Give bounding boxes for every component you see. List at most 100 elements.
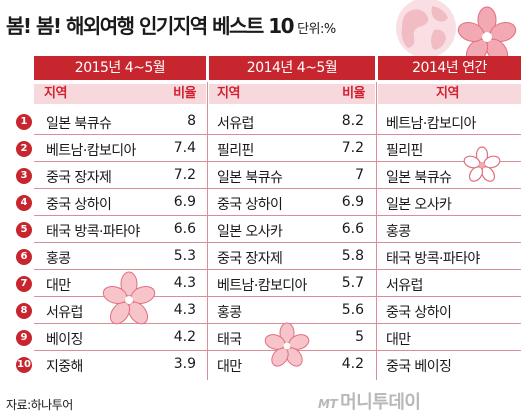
region-2014: 필리핀 (217, 143, 254, 159)
rank-badge: 3 (16, 168, 32, 184)
region-2015: 대만 (46, 278, 71, 294)
ratio-2015: 4.3 (173, 275, 196, 291)
table-row: 1 일본 북큐슈 8 서유럽 8.2 베트남·캄보디아 (0, 108, 521, 136)
ratio-2014: 6.6 (341, 221, 364, 237)
region-2014: 일본 오사카 (217, 224, 283, 240)
table-row: 2 베트남·캄보디아 7.4 필리핀 7.2 필리핀 (0, 135, 521, 163)
brand-watermark: MT 머니투데이 (318, 388, 421, 414)
table-row: 9 베이징 4.2 태국 5 대만 (0, 324, 521, 352)
region-2015: 지중해 (46, 359, 83, 375)
region-2014: 중국 상하이 (217, 197, 283, 213)
rank-badge: 6 (16, 249, 32, 265)
region-2015: 중국 장자제 (46, 170, 112, 186)
rank-badge: 8 (16, 303, 32, 319)
ratio-2014: 4.2 (341, 356, 364, 372)
row-divider (34, 134, 521, 135)
column-divider (207, 82, 208, 380)
ratio-2014: 7.2 (341, 140, 364, 156)
column-divider (376, 82, 377, 380)
row-divider (34, 242, 521, 243)
page-title: 봄! 봄! 해외여행 인기지역 베스트 10 단위:% (6, 10, 336, 39)
ratio-2014: 5.8 (341, 248, 364, 264)
row-divider (34, 323, 521, 324)
region-annual: 태국 방콕·파타야 (386, 251, 480, 267)
region-2014: 태국 (217, 332, 242, 348)
row-divider (34, 215, 521, 216)
region-2015: 베이징 (46, 332, 83, 348)
region-2014: 홍콩 (217, 305, 242, 321)
region-2014: 베트남·캄보디아 (217, 278, 307, 294)
region-annual: 중국 상하이 (386, 305, 452, 321)
region-annual: 홍콩 (386, 224, 411, 240)
title-bar: 봄! 봄! 해외여행 인기지역 베스트 10 단위:% (0, 0, 521, 58)
region-annual: 서유럽 (386, 278, 423, 294)
unit-label: 단위:% (297, 22, 336, 37)
header-2014-apr-may: 2014년 4~5월 (209, 56, 375, 80)
table-row: 4 중국 상하이 6.9 중국 상하이 6.9 일본 오사카 (0, 189, 521, 217)
region-2015: 홍콩 (46, 251, 71, 267)
subheader-2014: 지역 비율 (209, 84, 375, 104)
subheader-region: 지역 (217, 86, 240, 101)
ranking-table: 2015년 4~5월 2014년 4~5월 2014년 연간 지역 비율 지역 … (0, 56, 521, 380)
region-2015: 태국 방콕·파타야 (46, 224, 140, 240)
region-2015: 베트남·캄보디아 (46, 143, 136, 159)
ratio-2014: 7 (355, 167, 364, 183)
ratio-2014: 5.7 (341, 275, 364, 291)
region-annual: 대만 (386, 332, 411, 348)
table-row: 5 태국 방콕·파타야 6.6 일본 오사카 6.6 홍콩 (0, 216, 521, 244)
ratio-2015: 6.6 (173, 221, 196, 237)
ratio-2015: 6.9 (173, 194, 196, 210)
globe-icon (396, 0, 456, 58)
cherry-blossom-icon (102, 271, 156, 325)
subheader-region: 지역 (44, 86, 67, 101)
subheader-2015: 지역 비율 (34, 84, 206, 104)
cherry-blossom-icon (264, 322, 310, 367)
ratio-2015: 8 (187, 113, 196, 129)
rank-badge: 5 (16, 222, 32, 238)
region-2014: 일본 북큐슈 (217, 170, 283, 186)
ratio-2015: 3.9 (173, 356, 196, 372)
subheader-region: 지역 (436, 86, 459, 101)
title-text: 봄! 봄! 해외여행 인기지역 베스트 10 (6, 14, 295, 38)
region-annual: 베트남·캄보디아 (386, 116, 476, 132)
row-divider (34, 161, 521, 162)
region-2015: 중국 상하이 (46, 197, 112, 213)
region-2014: 중국 장자제 (217, 251, 283, 267)
row-divider (34, 296, 521, 297)
subheader-ratio: 비율 (342, 86, 365, 101)
ratio-2015: 4.2 (173, 329, 196, 345)
table-row: 3 중국 장자제 7.2 일본 북큐슈 7 일본 북큐슈 (0, 162, 521, 190)
region-2014: 대만 (217, 359, 242, 375)
subheader-annual: 지역 (378, 84, 521, 104)
header-2015-apr-may: 2015년 4~5월 (34, 56, 206, 80)
ratio-2015: 7.4 (173, 140, 196, 156)
region-2015: 일본 북큐슈 (46, 116, 112, 132)
rank-badge: 9 (16, 330, 32, 346)
region-2015: 서유럽 (46, 305, 83, 321)
rank-badge: 4 (16, 195, 32, 211)
ratio-2014: 6.9 (341, 194, 364, 210)
ratio-2014: 8.2 (341, 113, 364, 129)
ratio-2015: 5.3 (173, 248, 196, 264)
row-divider (34, 269, 521, 270)
rank-badge: 7 (16, 276, 32, 292)
ratio-2015: 7.2 (173, 167, 196, 183)
region-annual: 중국 베이징 (386, 359, 452, 375)
region-annual: 필리핀 (386, 143, 423, 159)
ratio-2014: 5.6 (341, 302, 364, 318)
rank-badge: 2 (16, 141, 32, 157)
row-divider (34, 188, 521, 189)
table-row: 10 지중해 3.9 대만 4.2 중국 베이징 (0, 351, 521, 379)
table-row: 7 대만 4.3 베트남·캄보디아 5.7 서유럽 (0, 270, 521, 298)
header-2014-annual: 2014년 연간 (378, 56, 521, 80)
ratio-2014: 5 (355, 329, 364, 345)
brand-name: 머니투데이 (340, 392, 421, 413)
table-row: 8 서유럽 4.3 홍콩 5.6 중국 상하이 (0, 297, 521, 325)
rank-badge: 10 (16, 357, 32, 373)
ratio-2015: 4.3 (173, 302, 196, 318)
cherry-blossom-icon (457, 6, 517, 64)
subheader-ratio: 비율 (173, 86, 196, 101)
cherry-blossom-icon (463, 146, 501, 182)
brand-prefix: MT (318, 397, 338, 411)
region-2014: 서유럽 (217, 116, 254, 132)
